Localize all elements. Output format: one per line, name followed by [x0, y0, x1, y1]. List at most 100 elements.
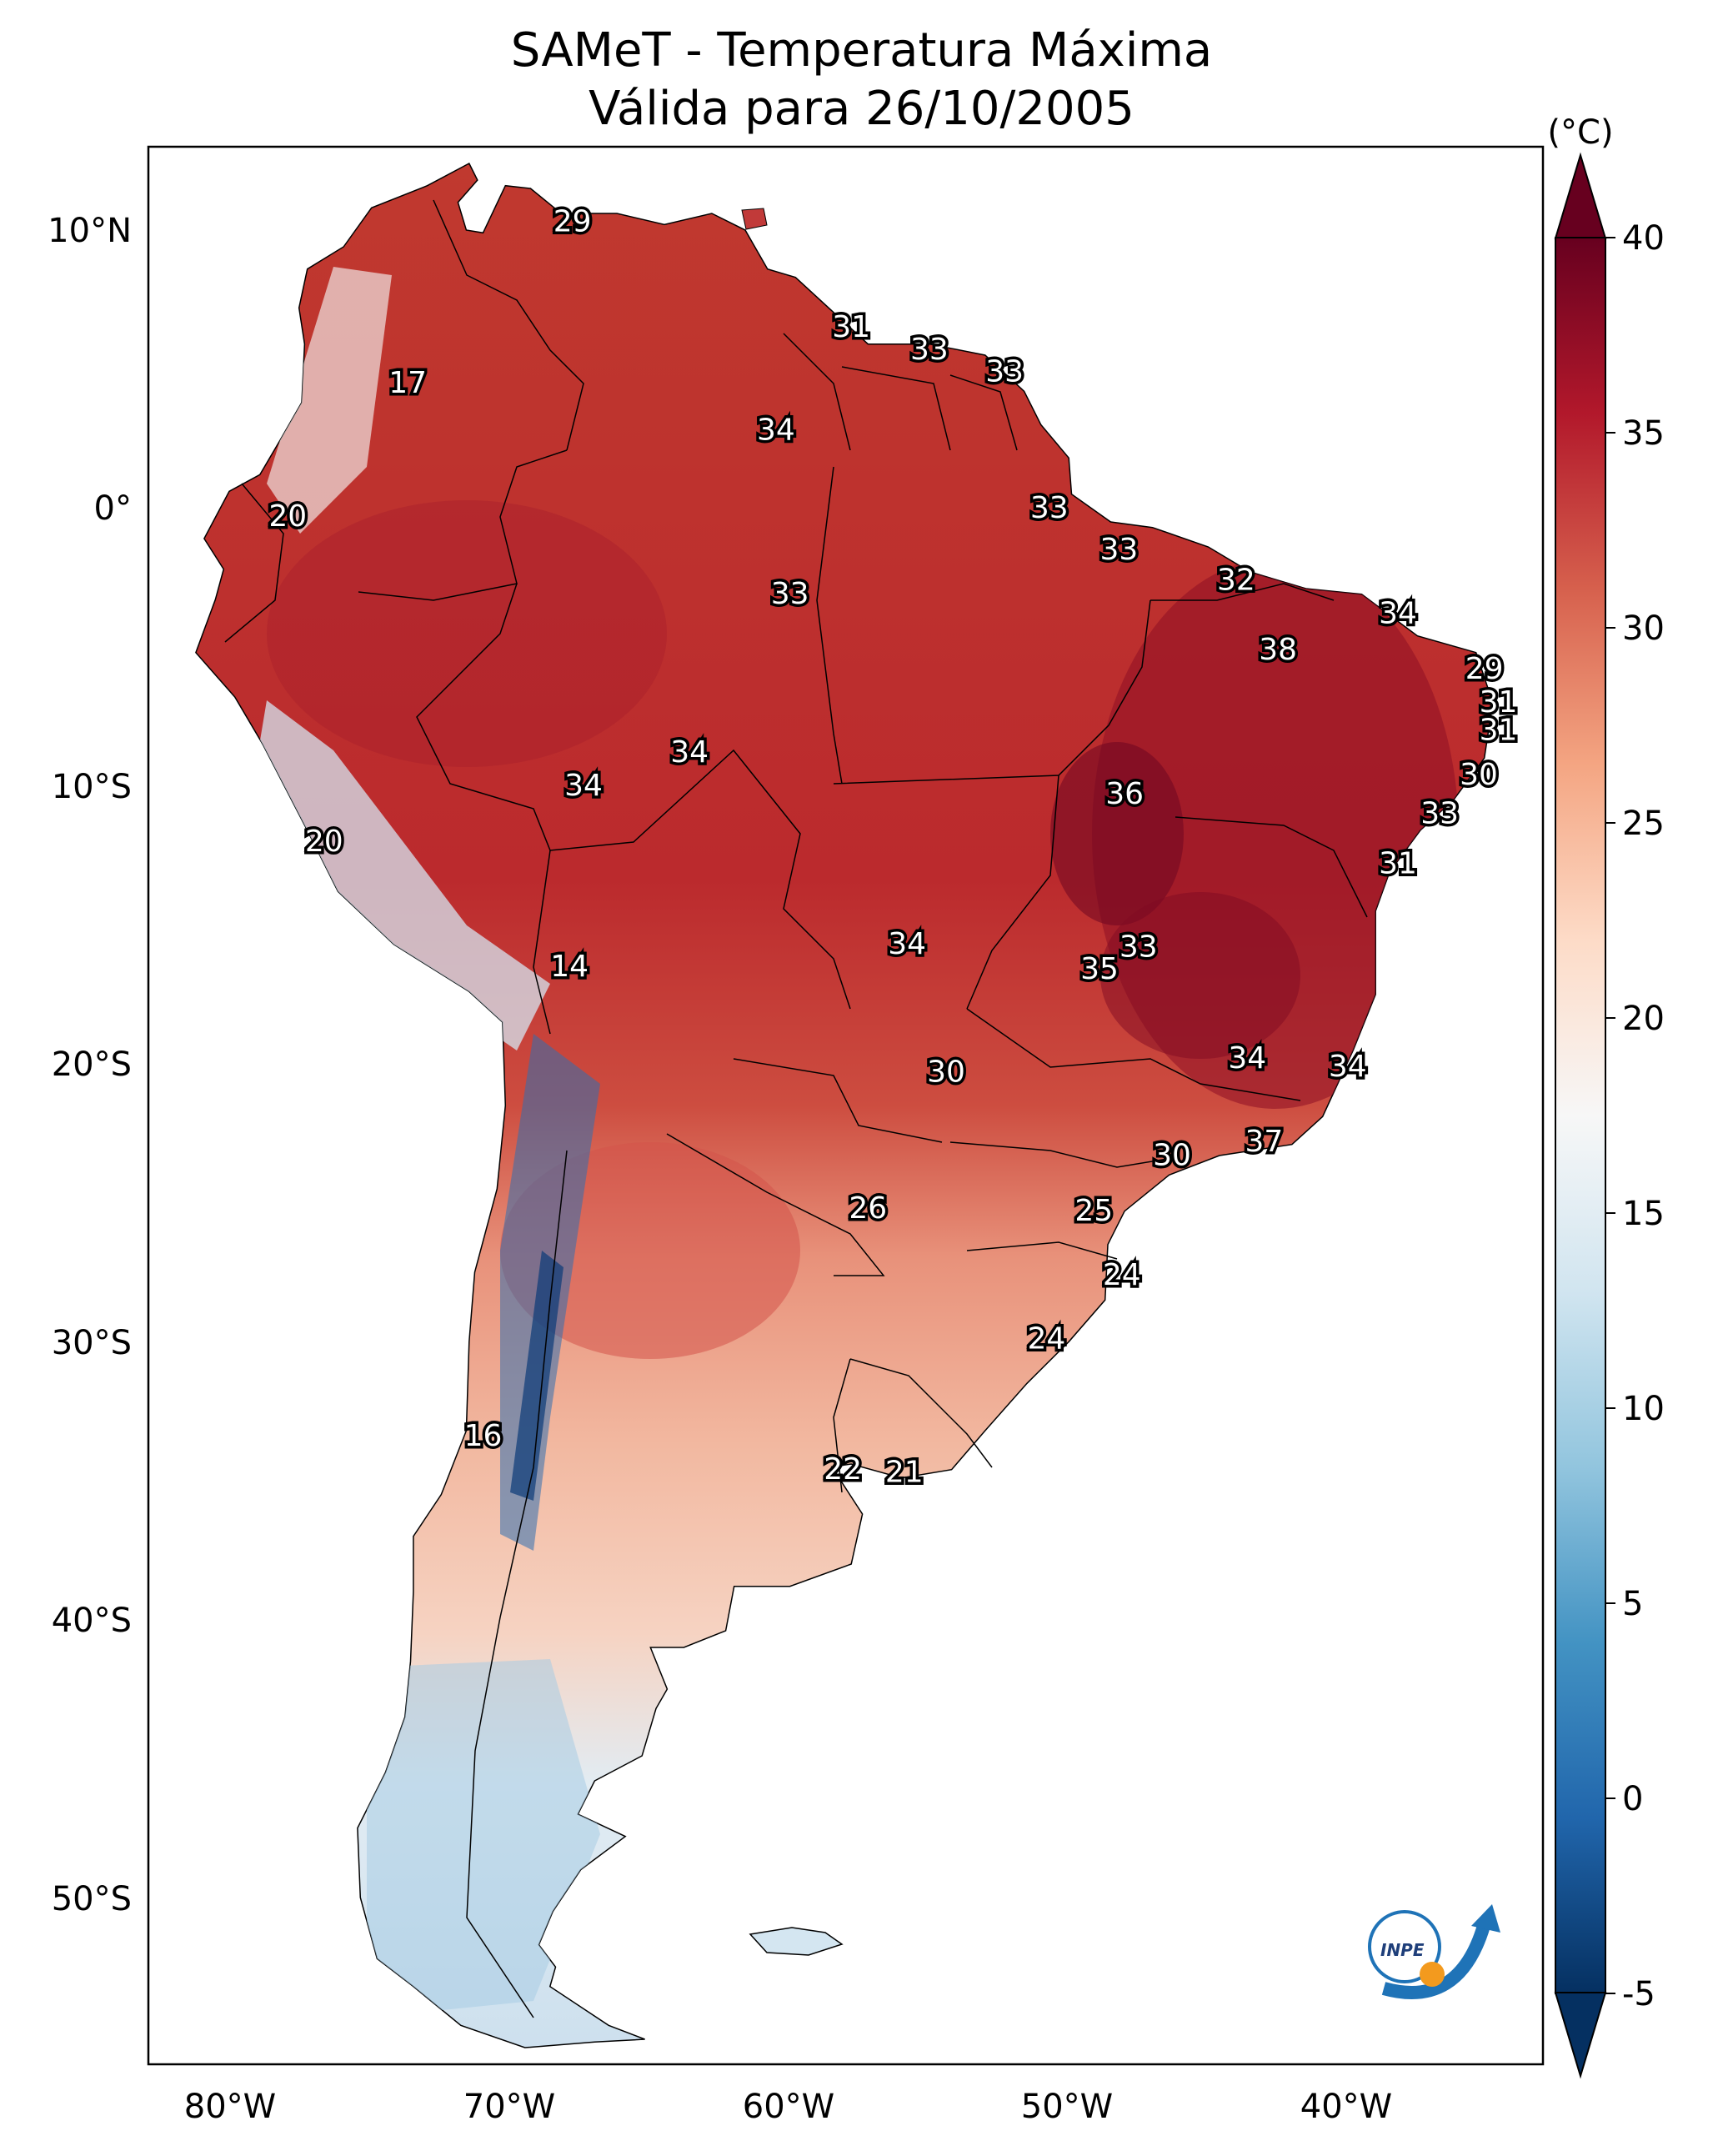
lat-tick-3: 20°S	[52, 1045, 132, 1084]
temp-label-11: 34	[1379, 597, 1417, 631]
colorbar-tick-label-3: 25	[1622, 805, 1665, 843]
lon-ticks: 80°W 70°W 60°W 50°W 40°W	[184, 2088, 1392, 2126]
temp-label-4: 33	[985, 355, 1024, 389]
temp-label-20: 33	[1420, 797, 1459, 831]
inpe-logo: INPE	[1368, 1904, 1500, 1999]
temp-label-34: 24	[1103, 1258, 1141, 1292]
temp-label-29: 30	[927, 1055, 965, 1090]
temp-label-22: 31	[1379, 847, 1417, 881]
lat-tick-4: 30°S	[52, 1324, 132, 1362]
border-chile-argentina	[466, 1150, 568, 2018]
lat-ticks: 10°N 0° 10°S 20°S 30°S 40°S 50°S	[48, 212, 132, 1918]
colorbar-top-arrow	[1554, 152, 1607, 239]
border-colombia-brazil	[358, 449, 568, 601]
border-bolivia-paraguay	[733, 1058, 943, 1143]
temp-label-27: 34	[1228, 1041, 1266, 1075]
temp-label-24: 34	[888, 927, 926, 961]
temp-label-14: 31	[1480, 685, 1518, 720]
border-ecuador-peru	[224, 483, 284, 643]
trinidad-island	[741, 208, 768, 230]
border-brazil-states-6	[816, 466, 843, 785]
colorbar-ticks: 40 35 30 25 20 15 10 5 0 -5	[1605, 219, 1665, 2013]
lat-tick-6: 50°S	[52, 1880, 132, 1918]
border-brazil-bolivia	[549, 749, 851, 1010]
colorbar-tick-label-8: 0	[1622, 1780, 1643, 1818]
temp-label-10: 33	[771, 577, 809, 611]
lat-tick-5: 40°S	[52, 1602, 132, 1640]
border-guianas	[783, 333, 1018, 451]
hot-core-central	[1050, 742, 1184, 925]
temperature-overlays	[250, 267, 1459, 2018]
border-colombia-venezuela	[433, 199, 584, 451]
border-brazil-states-4	[1150, 583, 1335, 601]
temp-label-15: 31	[1480, 714, 1518, 748]
colorbar-bottom-arrow	[1554, 1992, 1607, 2079]
temp-label-16: 34	[670, 735, 709, 770]
colorbar-bar	[1555, 237, 1606, 1994]
temp-label-35: 24	[1027, 1322, 1065, 1356]
temp-label-8: 33	[1099, 533, 1138, 567]
temp-label-7: 33	[1030, 491, 1069, 525]
colorbar-tick-label-2: 30	[1622, 609, 1665, 648]
lat-tick-1: 0°	[94, 489, 132, 528]
temp-label-21: 20	[305, 825, 343, 859]
colorbar-tick-label-9: -5	[1622, 1975, 1655, 2013]
land-layer	[195, 162, 1494, 2048]
colorbar: (°C) 40 35 30 25 20 15 10 5 0 -5	[1547, 113, 1665, 2079]
title-line-2: Válida para 26/10/2005	[589, 82, 1134, 136]
temp-label-5: 34	[757, 414, 795, 448]
hot-core-southeast	[1100, 892, 1300, 1059]
lon-tick-3: 50°W	[1021, 2088, 1113, 2126]
colorbar-tick-label-1: 35	[1622, 414, 1665, 453]
andes-cool-peru	[250, 700, 550, 1050]
temp-label-12: 38	[1259, 633, 1297, 667]
inpe-logo-swoosh	[1381, 1923, 1490, 1999]
title-line-1: SAMeT - Temperatura Máxima	[510, 23, 1213, 78]
colorbar-tick-label-6: 10	[1622, 1390, 1665, 1428]
temp-label-2: 31	[832, 310, 870, 344]
temp-label-9: 32	[1217, 564, 1255, 598]
temp-label-33: 25	[1074, 1194, 1113, 1228]
temp-label-13: 29	[1465, 652, 1504, 686]
andes-cool-north	[267, 267, 392, 534]
lon-tick-1: 70°W	[463, 2088, 555, 2126]
colorbar-tick-label-7: 5	[1622, 1585, 1643, 1623]
temp-label-30: 37	[1245, 1125, 1283, 1159]
border-brazil-states-7	[949, 1141, 1168, 1168]
inpe-logo-arrow-icon	[1471, 1904, 1500, 1933]
border-uruguay-argentina	[833, 1358, 851, 1493]
border-peru-brazil	[416, 583, 551, 851]
border-brazil-states-5	[1175, 816, 1368, 918]
temp-label-38: 21	[885, 1456, 924, 1490]
temp-label-0: 29	[553, 205, 592, 239]
falkland-islands	[749, 1927, 844, 1956]
colorbar-unit: (°C)	[1547, 113, 1613, 152]
inpe-logo-text: INPE	[1380, 1940, 1425, 1960]
temp-label-36: 16	[464, 1419, 503, 1453]
temp-label-6: 20	[268, 499, 307, 534]
political-borders	[224, 199, 1368, 2018]
temp-label-18: 36	[1105, 777, 1144, 811]
colorbar-tick-label-0: 40	[1622, 219, 1665, 258]
colorbar-tick-label-4: 20	[1622, 1000, 1665, 1038]
temp-label-1: 17	[388, 366, 427, 400]
temp-label-32: 26	[849, 1191, 887, 1226]
colorbar-tick-label-5: 15	[1622, 1195, 1665, 1233]
temp-label-28: 34	[1329, 1050, 1367, 1084]
lat-tick-0: 10°N	[48, 212, 132, 250]
inpe-logo-ring	[1368, 1910, 1441, 1983]
temp-label-17: 34	[564, 769, 603, 803]
temp-label-19: 30	[1460, 758, 1498, 792]
chart-title: SAMeT - Temperatura Máxima Válida para 2…	[0, 22, 1723, 138]
lon-tick-2: 60°W	[743, 2088, 834, 2126]
inpe-logo-sun	[1420, 1962, 1445, 1987]
patagonia-cool	[367, 1659, 600, 2018]
border-brazil-uruguay	[849, 1358, 993, 1468]
border-brazil-states-1	[833, 599, 1151, 785]
border-peru-bolivia	[533, 850, 551, 1035]
temp-label-31: 30	[1153, 1139, 1191, 1173]
temp-label-26: 35	[1080, 952, 1119, 986]
border-brazil-states-3	[966, 1008, 1301, 1101]
